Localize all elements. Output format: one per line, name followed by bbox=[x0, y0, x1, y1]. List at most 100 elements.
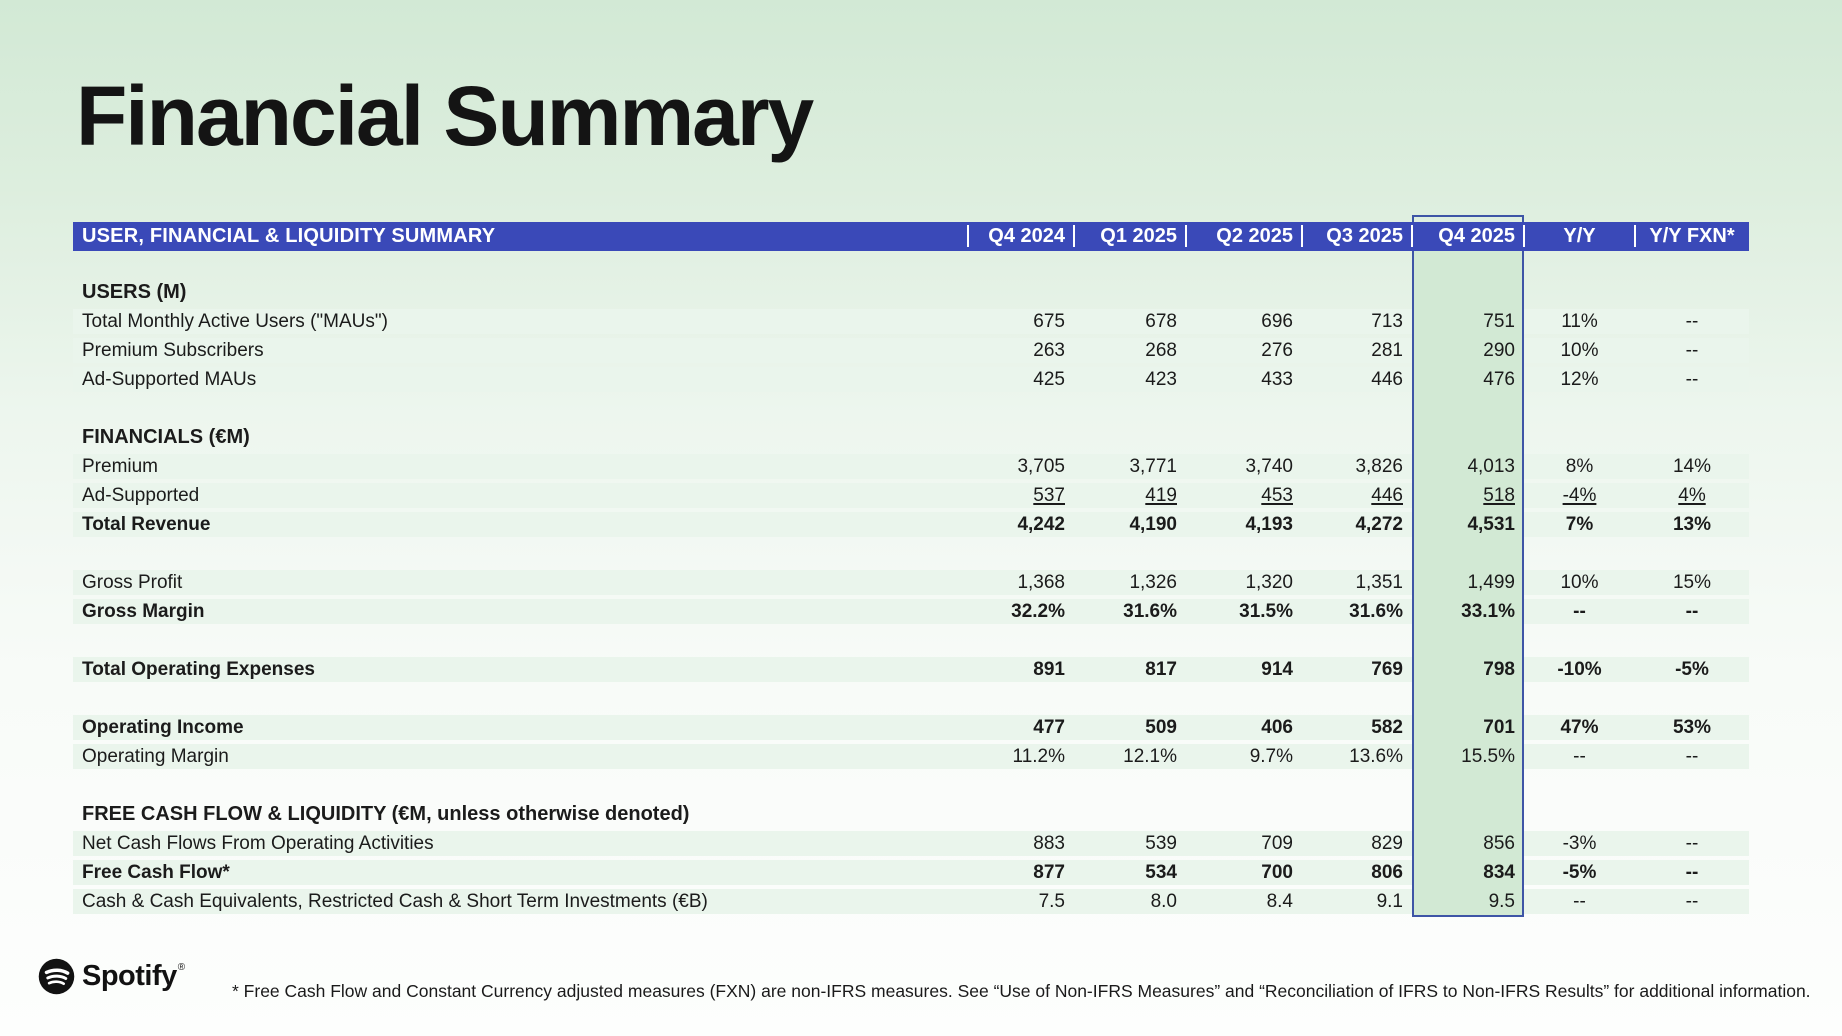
row-label: Total Revenue bbox=[82, 514, 211, 535]
column-divider bbox=[1301, 225, 1303, 247]
table-row: Total Monthly Active Users ("MAUs") 675 67… bbox=[73, 308, 1749, 337]
cell-value: 13% bbox=[1672, 514, 1712, 535]
row-label: Gross Margin bbox=[82, 601, 205, 622]
cell-highlighted-quarter: 33.1% bbox=[1412, 598, 1524, 627]
cell-value bbox=[1186, 540, 1302, 569]
cell-value bbox=[1074, 685, 1186, 714]
cell-value: 453 bbox=[1261, 485, 1293, 506]
cell-value bbox=[1524, 540, 1635, 569]
cell-value bbox=[1524, 772, 1635, 801]
cell-highlighted-quarter: 751 bbox=[1412, 308, 1524, 337]
row-label: Total Monthly Active Users ("MAUs") bbox=[82, 311, 388, 332]
cell-value bbox=[1186, 279, 1302, 308]
cell-highlighted-quarter bbox=[1412, 772, 1524, 801]
cell-value: 877 bbox=[1033, 862, 1065, 883]
cell-value bbox=[1302, 772, 1412, 801]
spacer-row bbox=[73, 685, 1749, 714]
row-label: Operating Margin bbox=[82, 746, 229, 767]
page-title: Financial Summary bbox=[76, 69, 814, 163]
table-header-bar: USER, FINANCIAL & LIQUIDITY SUMMARY Q4 2… bbox=[73, 222, 1749, 251]
cell-value: -5% bbox=[1675, 659, 1709, 680]
cell-value bbox=[1302, 424, 1412, 453]
column-header-q1-2025: Q1 2025 bbox=[1100, 225, 1177, 247]
table-row: Ad-Supported 537 419 453 446 518 -4% 4% bbox=[73, 482, 1749, 511]
financial-summary-table: USERS (M) Total Monthly Active Users ("MA… bbox=[73, 215, 1749, 918]
cell-value: -- bbox=[1573, 601, 1586, 622]
cell-value: 10% bbox=[1560, 340, 1599, 361]
cell-highlighted-quarter bbox=[1412, 279, 1524, 308]
cell-value bbox=[1186, 772, 1302, 801]
cell-value: 268 bbox=[1145, 340, 1177, 361]
cell-value: 477 bbox=[1033, 717, 1065, 738]
cell-value: 4,190 bbox=[1129, 514, 1177, 535]
trademark-symbol: ® bbox=[177, 962, 186, 973]
spacer-row bbox=[73, 772, 1749, 801]
cell-highlighted-quarter: 701 bbox=[1412, 714, 1524, 743]
cell-highlighted-quarter: 798 bbox=[1412, 656, 1524, 685]
cell-value bbox=[968, 279, 1074, 308]
column-header-yy-fxn: Y/Y FXN* bbox=[1649, 225, 1735, 247]
spotify-icon bbox=[38, 958, 75, 995]
cell-value bbox=[1074, 772, 1186, 801]
row-label bbox=[73, 772, 968, 801]
cell-value bbox=[1635, 801, 1749, 830]
cell-value: 3,771 bbox=[1129, 456, 1177, 477]
section-header-row: USERS (M) bbox=[73, 279, 1749, 308]
section-header-row: FREE CASH FLOW & LIQUIDITY (€M, unless o… bbox=[73, 801, 1749, 830]
row-label: Total Operating Expenses bbox=[82, 659, 315, 680]
cell-value: -- bbox=[1685, 601, 1699, 622]
table-header-title: USER, FINANCIAL & LIQUIDITY SUMMARY bbox=[82, 225, 496, 247]
cell-value bbox=[1524, 627, 1635, 656]
cell-highlighted-quarter bbox=[1412, 685, 1524, 714]
cell-value: 9.1 bbox=[1376, 891, 1403, 912]
cell-highlighted-quarter: 476 bbox=[1412, 366, 1524, 395]
column-divider bbox=[1185, 225, 1187, 247]
cell-value bbox=[968, 627, 1074, 656]
spacer-row bbox=[73, 540, 1749, 569]
column-divider bbox=[967, 225, 969, 247]
row-label: Operating Income bbox=[82, 717, 244, 738]
cell-value bbox=[968, 424, 1074, 453]
row-label bbox=[73, 685, 968, 714]
cell-value: 11.2% bbox=[1012, 746, 1065, 767]
cell-value bbox=[1074, 424, 1186, 453]
cell-value bbox=[968, 801, 1074, 830]
cell-value: 1,320 bbox=[1245, 572, 1293, 593]
cell-value: 281 bbox=[1371, 340, 1403, 361]
cell-value: 3,740 bbox=[1245, 456, 1293, 477]
cell-value bbox=[1074, 279, 1186, 308]
cell-value bbox=[1524, 279, 1635, 308]
cell-value bbox=[1635, 395, 1749, 424]
cell-value: -- bbox=[1685, 891, 1699, 912]
cell-highlighted-quarter bbox=[1412, 424, 1524, 453]
table-row: Gross Margin 32.2% 31.6% 31.5% 31.6% 33.1% -- -… bbox=[73, 598, 1749, 627]
cell-value: 446 bbox=[1371, 369, 1403, 390]
cell-value: 8% bbox=[1565, 456, 1594, 477]
cell-value bbox=[968, 772, 1074, 801]
table-row: Free Cash Flow* 877 534 700 806 834 -5% -- bbox=[73, 859, 1749, 888]
cell-value bbox=[1635, 772, 1749, 801]
cell-value: 709 bbox=[1261, 833, 1293, 854]
cell-value: 423 bbox=[1145, 369, 1177, 390]
cell-value: 31.6% bbox=[1349, 601, 1403, 622]
row-label: USERS (M) bbox=[82, 281, 187, 303]
cell-value bbox=[1635, 540, 1749, 569]
cell-value: -- bbox=[1685, 862, 1699, 883]
cell-value bbox=[1524, 395, 1635, 424]
row-label: Cash & Cash Equivalents, Restricted Cash… bbox=[82, 891, 708, 912]
row-label: Net Cash Flows From Operating Activities bbox=[82, 833, 434, 854]
cell-value: -- bbox=[1573, 746, 1586, 767]
row-label: Premium bbox=[82, 456, 159, 477]
cell-highlighted-quarter bbox=[1412, 540, 1524, 569]
cell-highlighted-quarter: 856 bbox=[1412, 830, 1524, 859]
cell-value: 31.6% bbox=[1123, 601, 1177, 622]
cell-value: -- bbox=[1685, 369, 1699, 390]
cell-value: 31.5% bbox=[1239, 601, 1293, 622]
cell-value: 8.0 bbox=[1150, 891, 1177, 912]
cell-highlighted-quarter: 4,013 bbox=[1412, 453, 1524, 482]
column-divider bbox=[1634, 225, 1636, 247]
row-label bbox=[73, 540, 968, 569]
row-label: Gross Profit bbox=[82, 572, 183, 593]
cell-value bbox=[1635, 279, 1749, 308]
cell-value: -- bbox=[1685, 833, 1699, 854]
